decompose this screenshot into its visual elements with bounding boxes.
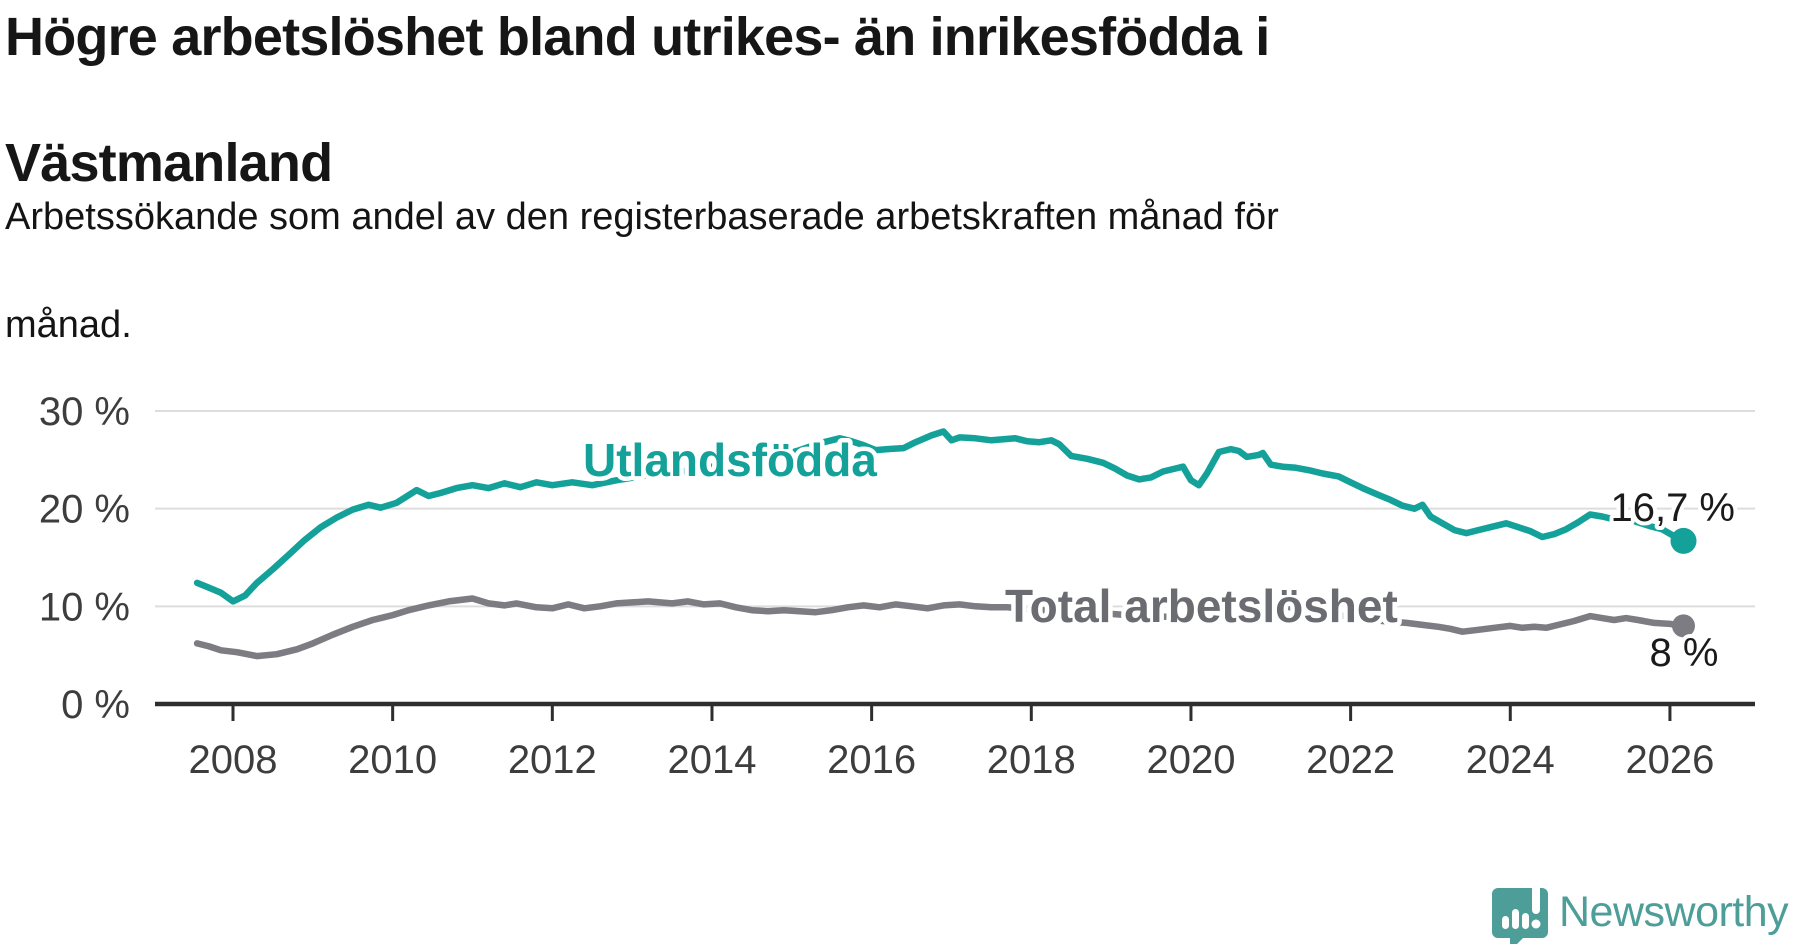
series-end-dot-utlandsfodda <box>1670 527 1697 554</box>
x-axis-label-2024: 2024 <box>1466 738 1555 782</box>
subtitle-line-1: Arbetssökande som andel av den registerb… <box>5 196 1279 238</box>
y-axis-label-30: 30 % <box>39 390 130 434</box>
y-axis-label-0: 0 % <box>61 683 130 727</box>
x-axis-label-2014: 2014 <box>667 738 756 782</box>
page-title: Högre arbetslöshet bland utrikes- än inr… <box>5 6 1270 195</box>
chart-subtitle: Arbetssökande som andel av den registerb… <box>5 190 1279 352</box>
series-line-utlandsfodda <box>193 428 1687 605</box>
x-axis-label-2008: 2008 <box>189 738 278 782</box>
logo-bar-2 <box>1512 909 1519 929</box>
logo-exclamation-bar <box>1532 884 1540 914</box>
y-axis-label-10: 10 % <box>39 585 130 629</box>
logo-bar-1 <box>1502 916 1509 929</box>
x-axis-label-2026: 2026 <box>1625 738 1714 782</box>
x-axis-label-2016: 2016 <box>827 738 916 782</box>
series-end-dot-total <box>1672 614 1696 638</box>
logo-bar-3 <box>1522 913 1529 929</box>
x-axis-label-2022: 2022 <box>1306 738 1395 782</box>
series-label-total: Total arbetslöshet <box>1005 580 1398 632</box>
logo-exclamation-dot <box>1531 919 1541 929</box>
series-line-total <box>193 595 1687 660</box>
title-line-1: Högre arbetslöshet bland utrikes- än inr… <box>5 7 1270 67</box>
subtitle-line-2: månad. <box>5 304 132 346</box>
x-axis-label-2010: 2010 <box>348 738 437 782</box>
brand-name: Newsworthy <box>1559 887 1789 936</box>
y-axis-label-20: 20 % <box>39 488 130 532</box>
end-value-label-total: 8 % <box>1650 631 1719 675</box>
end-value-label-utlandsfodda: 16,7 % <box>1610 486 1735 530</box>
x-axis-label-2012: 2012 <box>508 738 597 782</box>
x-axis-label-2018: 2018 <box>987 738 1076 782</box>
title-line-2: Västmanland <box>5 133 333 193</box>
newsworthy-logo-icon <box>1492 884 1548 944</box>
newsworthy-logo: Newsworthy <box>1492 880 1789 944</box>
x-axis-label-2020: 2020 <box>1146 738 1235 782</box>
series-label-utlandsfodda: Utlandsfödda <box>583 434 877 486</box>
